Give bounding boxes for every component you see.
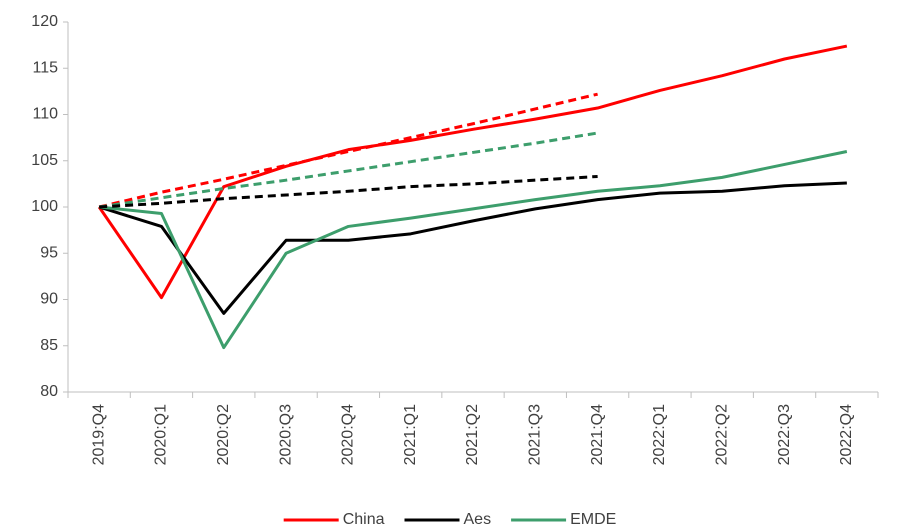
trend-line: [98, 131, 598, 209]
x-tick-label: 2021:Q3: [527, 404, 544, 465]
x-tick-label: 2022:Q3: [776, 404, 793, 465]
series-line: [97, 44, 848, 300]
x-tick-label: 2022:Q4: [838, 404, 855, 465]
trend-line: [99, 174, 598, 209]
y-tick-label: 120: [31, 13, 58, 30]
y-tick-label: 95: [40, 244, 58, 261]
y-tick-label: 85: [40, 337, 58, 354]
x-tick-label: 2020:Q4: [340, 404, 357, 465]
y-tick-label: 90: [40, 291, 58, 308]
series-line: [98, 150, 848, 350]
series-line: [98, 181, 847, 315]
legend-label: China: [343, 511, 385, 528]
x-tick-label: 2020:Q3: [277, 404, 294, 465]
y-tick-label: 100: [31, 198, 58, 215]
x-tick-label: 2021:Q2: [464, 404, 481, 465]
y-tick-label: 105: [31, 152, 58, 169]
y-tick-label: 115: [32, 59, 58, 76]
x-tick-label: 2022:Q1: [651, 404, 668, 465]
trend-line: [98, 92, 598, 209]
x-tick-label: 2020:Q2: [215, 404, 232, 465]
legend-label: Aes: [464, 511, 492, 528]
legend-label: EMDE: [570, 511, 616, 528]
x-tick-label: 2021:Q4: [589, 404, 606, 465]
x-tick-label: 2022:Q2: [713, 404, 730, 465]
x-tick-label: 2019:Q4: [90, 404, 107, 465]
x-tick-label: 2020:Q1: [153, 404, 170, 465]
x-tick-label: 2021:Q1: [402, 404, 419, 465]
y-tick-label: 80: [40, 383, 58, 400]
y-tick-label: 110: [32, 106, 58, 123]
